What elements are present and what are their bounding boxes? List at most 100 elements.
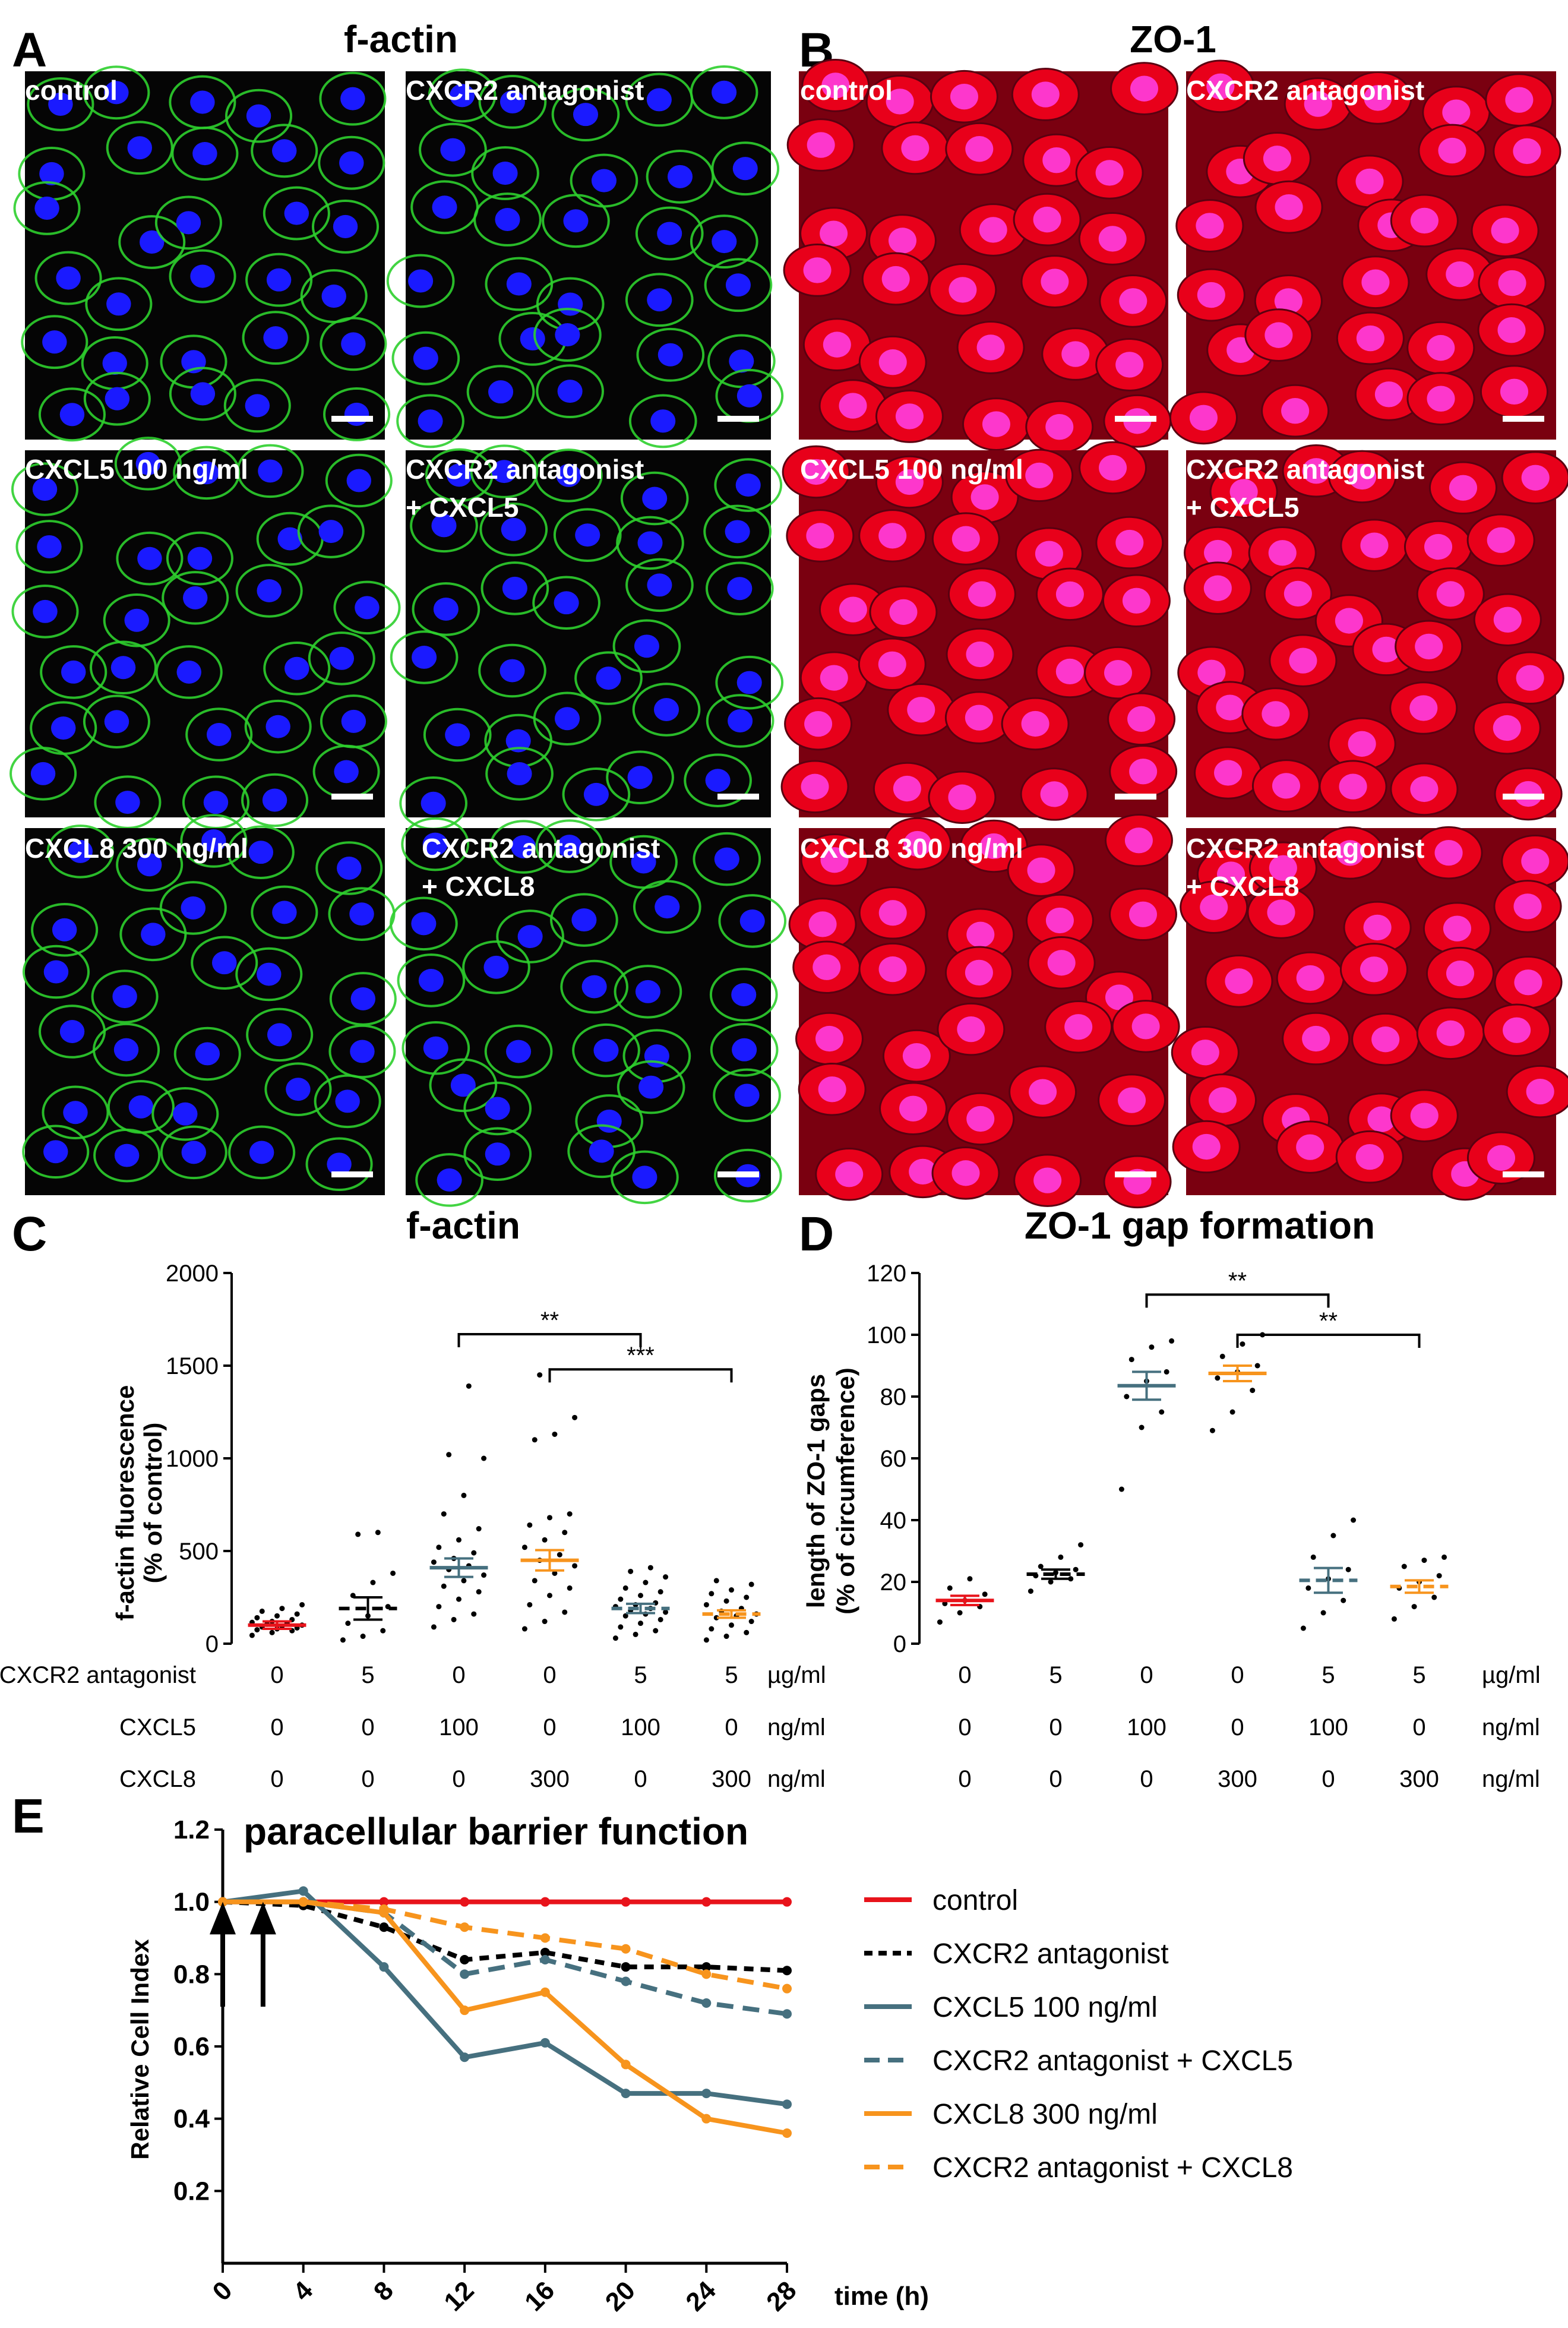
data-point xyxy=(1391,1616,1397,1622)
x-tick-label: 16 xyxy=(519,2276,560,2317)
nucleus xyxy=(271,139,297,163)
micro-label: CXCL5 100 ng/ml xyxy=(800,454,1023,485)
nucleus xyxy=(970,484,999,510)
nucleus xyxy=(128,1095,154,1119)
nucleus xyxy=(500,90,525,113)
arrow-head xyxy=(249,1901,276,1935)
condition-value: 0 xyxy=(270,1714,283,1741)
cell-outline xyxy=(191,936,258,990)
cell-outline xyxy=(154,195,222,250)
nucleus xyxy=(506,272,532,296)
nucleus xyxy=(591,169,617,192)
data-point xyxy=(657,1616,663,1622)
data-point xyxy=(621,2059,631,2070)
x-tick-label: 8 xyxy=(368,2276,399,2307)
data-point xyxy=(562,1530,568,1536)
condition-value: 0 xyxy=(361,1714,374,1741)
nucleus xyxy=(334,760,359,784)
nucleus xyxy=(337,857,362,880)
cell-outline xyxy=(89,640,157,695)
data-point xyxy=(1421,1558,1427,1563)
nucleus xyxy=(729,349,754,373)
data-point xyxy=(657,1589,663,1595)
nucleus xyxy=(1122,587,1150,614)
nucleus xyxy=(949,277,977,303)
cell-outline xyxy=(628,394,697,448)
nucleus xyxy=(284,201,309,225)
cell-outline xyxy=(323,387,391,441)
data-point xyxy=(744,1594,750,1600)
nucleus xyxy=(485,1097,510,1120)
y-tick-label: 0.6 xyxy=(173,2032,210,2061)
nucleus xyxy=(277,527,302,551)
scale-bar xyxy=(331,416,373,422)
data-point xyxy=(540,1933,550,1943)
nucleus xyxy=(1119,288,1147,314)
y-tick-label: 40 xyxy=(880,1508,907,1534)
nucleus xyxy=(823,331,851,358)
cell-outline xyxy=(264,1062,332,1116)
nucleus xyxy=(657,343,683,367)
data-point xyxy=(982,1591,988,1597)
nucleus xyxy=(1364,85,1392,111)
data-point xyxy=(621,1962,631,1972)
nucleus xyxy=(520,327,545,350)
condition-label: CXCL8 xyxy=(119,1766,196,1792)
cell-outline xyxy=(166,531,233,586)
condition-value: 5 xyxy=(634,1662,647,1688)
nucleus xyxy=(1196,213,1224,239)
cell-outline xyxy=(425,448,494,503)
data-point xyxy=(1038,1563,1044,1569)
nucleus xyxy=(340,87,365,110)
significance-label: ** xyxy=(540,1307,559,1334)
nucleus xyxy=(440,138,466,162)
nucleus xyxy=(432,195,457,219)
nucleus xyxy=(667,165,693,188)
cell-outline xyxy=(10,747,77,801)
nucleus xyxy=(1029,1079,1057,1105)
nucleus xyxy=(263,326,288,350)
series-line xyxy=(222,1899,788,1973)
nucleus xyxy=(483,955,509,979)
nucleus xyxy=(181,1141,207,1164)
cell-outline xyxy=(707,334,776,388)
data-point xyxy=(701,1969,712,1979)
micro-label: CXCR2 antagonist xyxy=(1186,454,1424,485)
condition-value: 0 xyxy=(1231,1714,1244,1741)
nucleus xyxy=(1281,397,1310,424)
nucleus xyxy=(1200,894,1228,920)
nucleus xyxy=(1031,81,1060,108)
data-point xyxy=(1305,1585,1311,1591)
nucleus xyxy=(488,380,514,404)
cell-outline xyxy=(429,1058,498,1113)
y-tick-label: 20 xyxy=(880,1569,907,1596)
cell-outline xyxy=(690,214,758,269)
cell-outline xyxy=(40,645,108,699)
cell-outline xyxy=(185,707,253,762)
nucleus xyxy=(192,142,217,166)
condition-unit: ng/ml xyxy=(767,1766,826,1792)
nucleus xyxy=(1296,965,1324,991)
nucleus xyxy=(485,1142,510,1166)
nucleus xyxy=(731,983,757,1006)
micrograph xyxy=(1169,59,1561,445)
nucleus xyxy=(1284,580,1312,607)
x-tick-label: 24 xyxy=(680,2276,722,2317)
cell-outline xyxy=(85,277,153,331)
nucleus xyxy=(1498,270,1526,296)
nucleus xyxy=(421,791,446,815)
nucleus xyxy=(257,579,282,602)
condition-unit: ng/ml xyxy=(767,1714,826,1741)
data-point xyxy=(547,1593,552,1599)
cell-outline xyxy=(713,1068,781,1123)
panel-letter-a: A xyxy=(12,23,47,77)
cell-outline xyxy=(46,825,114,879)
cell-outline xyxy=(320,317,387,371)
cell-outline xyxy=(463,1081,532,1136)
x-tick-label: 0 xyxy=(207,2276,238,2307)
nucleus xyxy=(137,547,162,570)
nucleus xyxy=(344,402,369,426)
nucleus xyxy=(839,393,867,419)
nucleus xyxy=(1272,773,1301,799)
nucleus xyxy=(1449,475,1478,501)
